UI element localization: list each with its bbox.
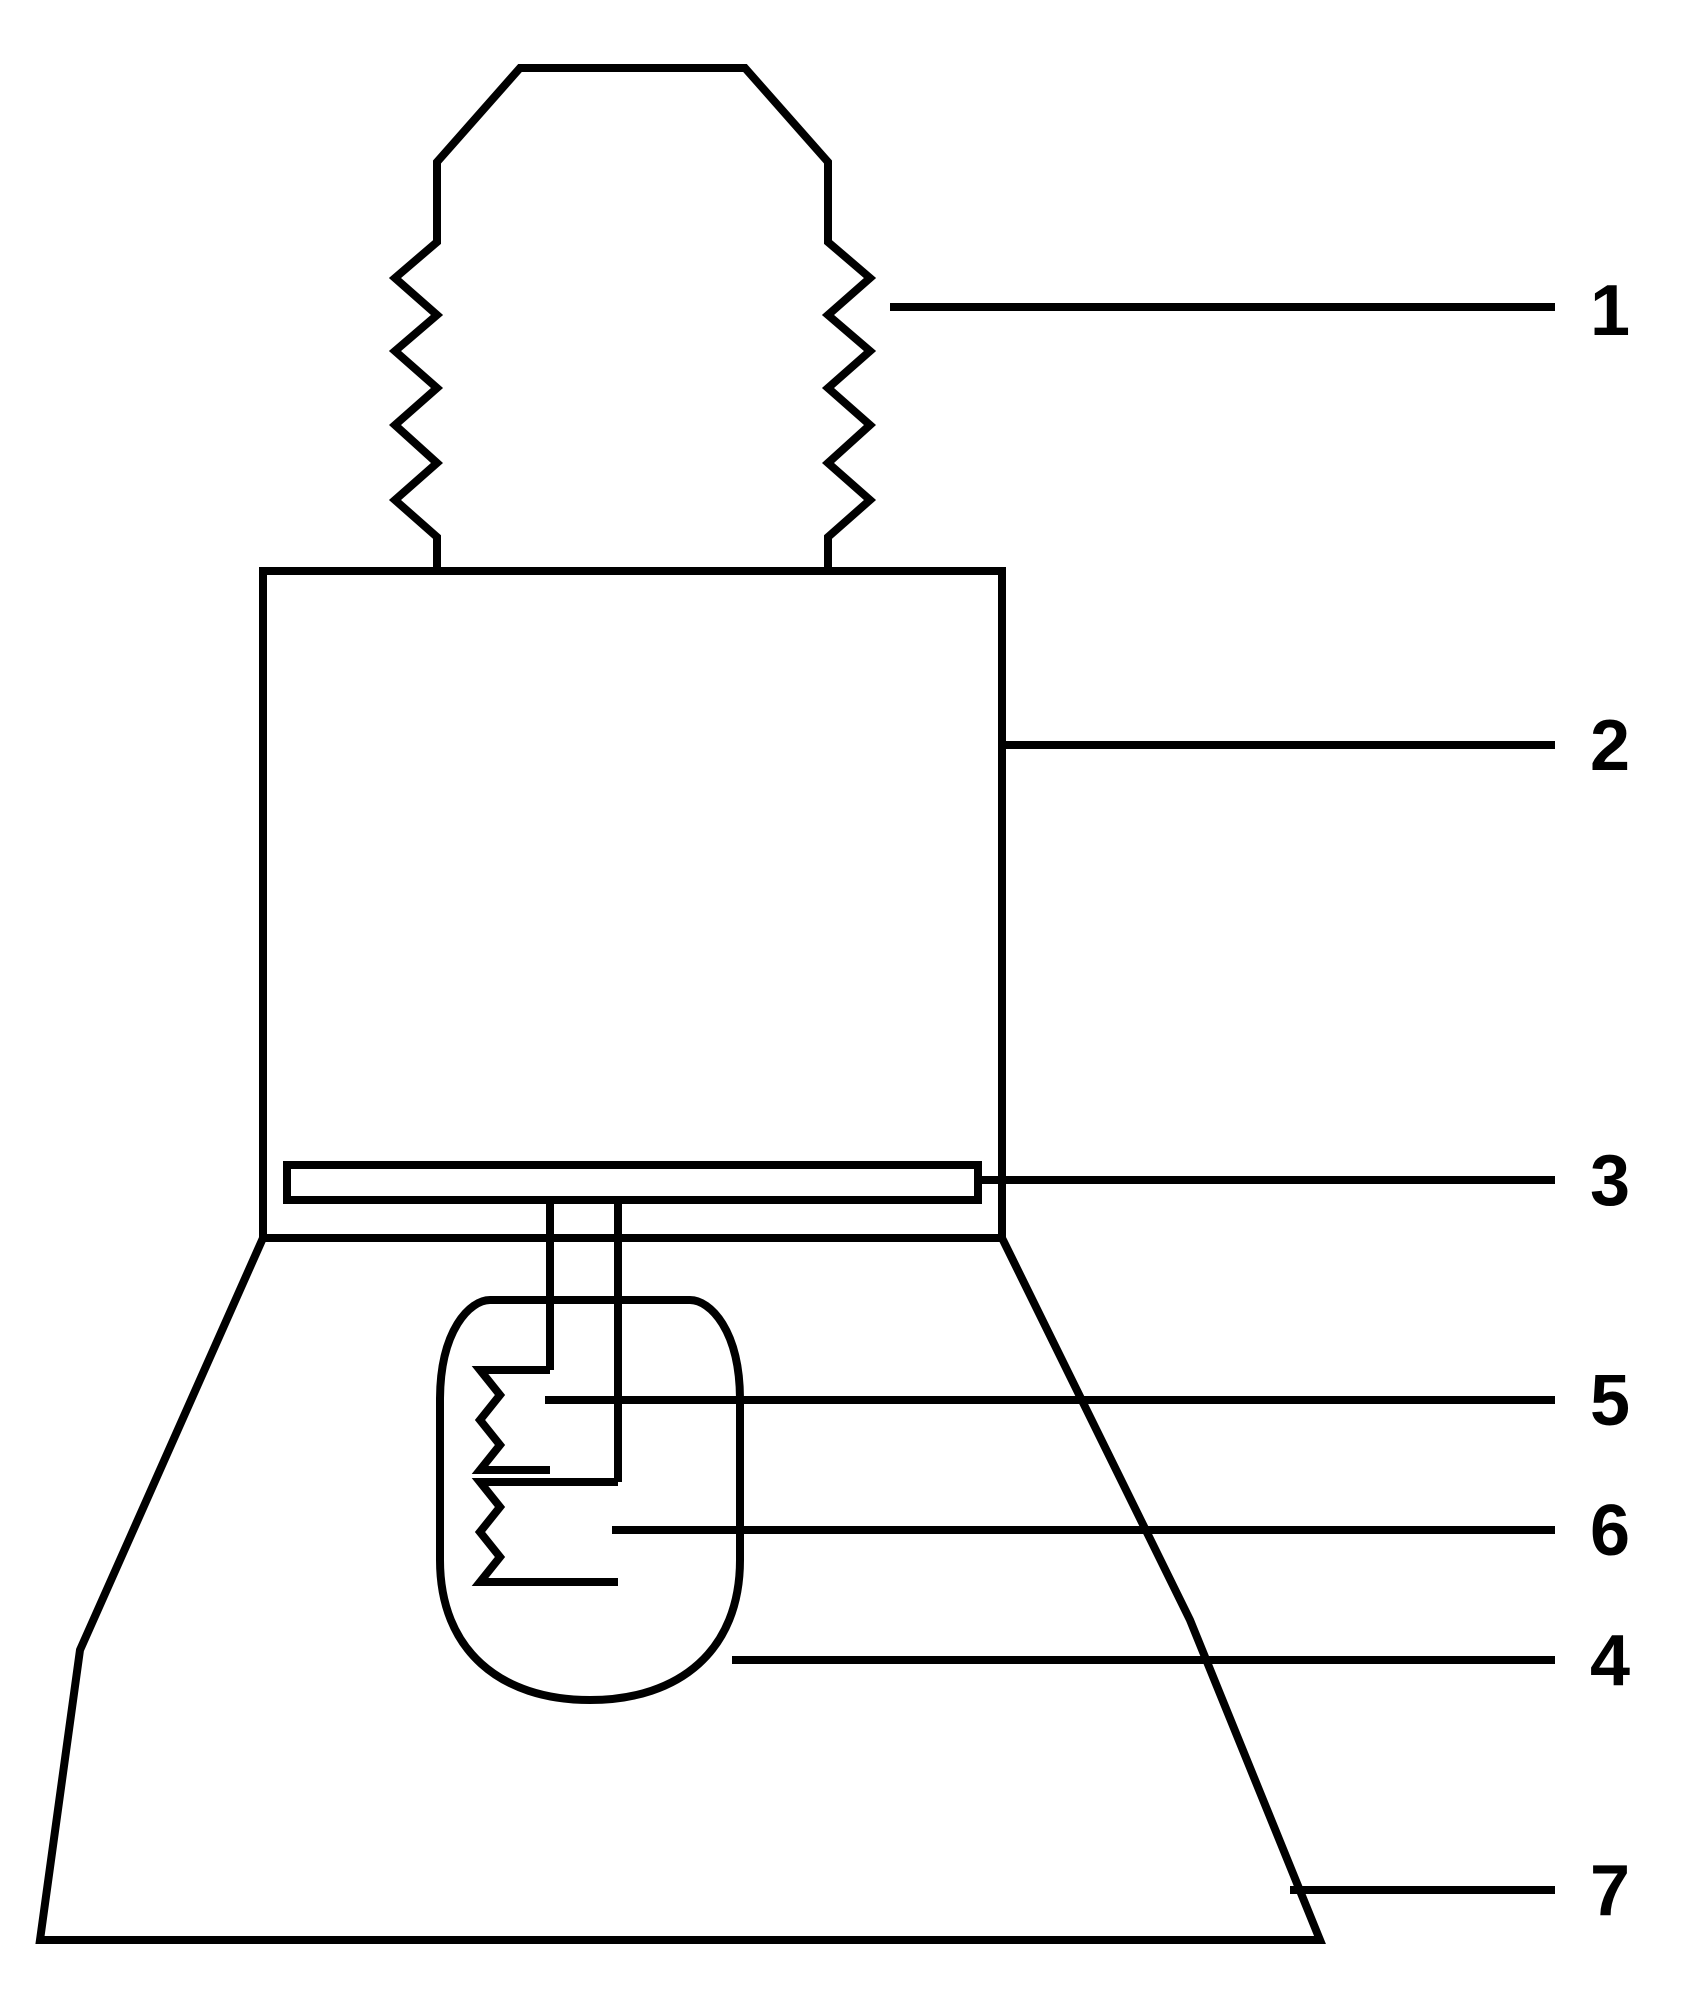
filament-bottom bbox=[480, 1482, 618, 1582]
horizontal-plate bbox=[287, 1165, 978, 1200]
inner-capsule bbox=[440, 1300, 740, 1700]
label-6: 6 bbox=[1590, 1490, 1630, 1572]
label-2: 2 bbox=[1590, 705, 1630, 787]
base-shade bbox=[40, 1238, 1320, 1940]
label-4: 4 bbox=[1590, 1620, 1630, 1702]
label-5: 5 bbox=[1590, 1360, 1630, 1442]
filament-top bbox=[480, 1370, 550, 1470]
label-1: 1 bbox=[1590, 270, 1630, 352]
rectangular-body bbox=[263, 571, 1002, 1238]
label-7: 7 bbox=[1590, 1850, 1630, 1932]
threaded-bolt bbox=[395, 68, 870, 571]
label-3: 3 bbox=[1590, 1140, 1630, 1222]
technical-diagram bbox=[0, 0, 1700, 2007]
